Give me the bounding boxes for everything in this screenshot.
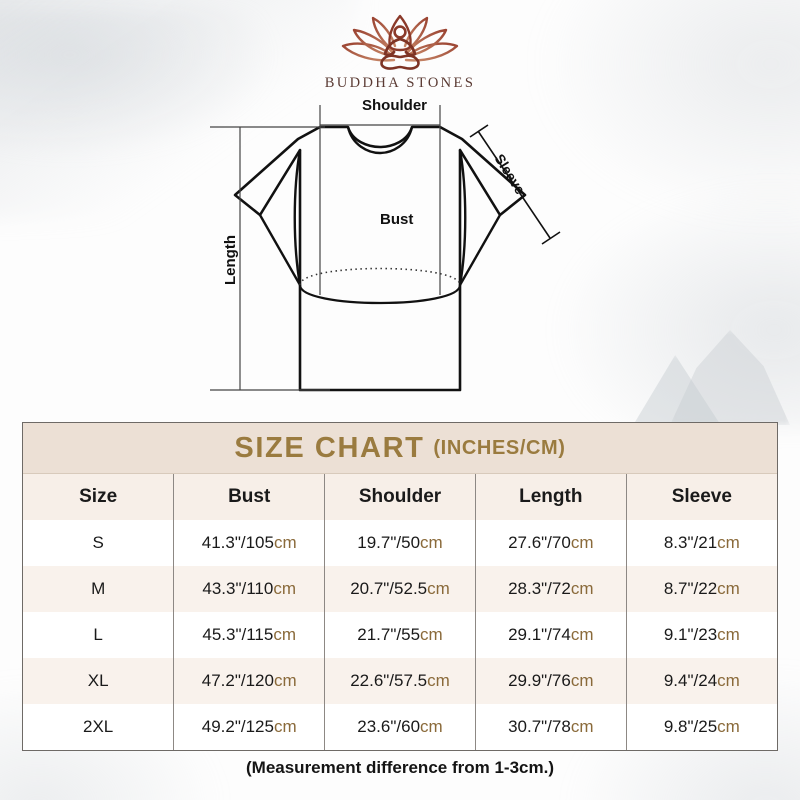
cell-sleeve: 8.7"/22cm bbox=[626, 566, 777, 612]
lotus-meditation-icon bbox=[341, 14, 459, 70]
cell-sleeve: 9.4"/24cm bbox=[626, 658, 777, 704]
tshirt-diagram: Shoulder Bust Sleeve Length bbox=[200, 95, 600, 415]
tshirt-diagram-svg bbox=[210, 105, 561, 392]
cell-length: 30.7"/78cm bbox=[475, 704, 627, 750]
table-row: L 45.3"/115cm 21.7"/55cm 29.1"/74cm 9.1"… bbox=[23, 612, 777, 658]
length-dimension-label: Length bbox=[222, 235, 239, 285]
cell-size: L bbox=[23, 612, 175, 658]
size-chart-table: Size Bust Shoulder Length Sleeve S 41.3"… bbox=[23, 474, 777, 750]
cell-shoulder: 19.7"/50cm bbox=[324, 520, 476, 566]
table-body: S 41.3"/105cm 19.7"/50cm 27.6"/70cm 8.3"… bbox=[23, 520, 777, 750]
cell-size: M bbox=[23, 566, 175, 612]
column-header-shoulder: Shoulder bbox=[324, 474, 476, 520]
cell-bust: 47.2"/120cm bbox=[173, 658, 326, 704]
cell-size: 2XL bbox=[23, 704, 175, 750]
cell-shoulder: 20.7"/52.5cm bbox=[324, 566, 476, 612]
cell-shoulder: 21.7"/55cm bbox=[324, 612, 476, 658]
cell-sleeve: 9.8"/25cm bbox=[626, 704, 777, 750]
shoulder-dimension-label: Shoulder bbox=[362, 97, 428, 114]
column-header-sleeve: Sleeve bbox=[626, 474, 777, 520]
cell-shoulder: 23.6"/60cm bbox=[324, 704, 476, 750]
cell-bust: 41.3"/105cm bbox=[173, 520, 326, 566]
cell-bust: 45.3"/115cm bbox=[173, 612, 326, 658]
brand-header: BUDDHA STONES bbox=[0, 10, 800, 92]
cell-size: XL bbox=[23, 658, 175, 704]
size-chart-table-container: SIZE CHART (INCHES/CM) Size Bust Shoulde… bbox=[22, 422, 778, 751]
cell-length: 29.9"/76cm bbox=[475, 658, 627, 704]
cell-bust: 43.3"/110cm bbox=[173, 566, 326, 612]
table-row: S 41.3"/105cm 19.7"/50cm 27.6"/70cm 8.3"… bbox=[23, 520, 777, 566]
bust-dimension-label: Bust bbox=[380, 211, 414, 228]
column-header-length: Length bbox=[475, 474, 627, 520]
table-header-row: Size Bust Shoulder Length Sleeve bbox=[23, 474, 777, 520]
size-chart-units: (INCHES/CM) bbox=[433, 436, 566, 459]
size-chart-title: SIZE CHART bbox=[234, 431, 425, 464]
mountain-peak-right-a bbox=[670, 330, 790, 425]
cell-bust: 49.2"/125cm bbox=[173, 704, 326, 750]
size-chart-title-bar: SIZE CHART (INCHES/CM) bbox=[23, 423, 777, 474]
cell-sleeve: 8.3"/21cm bbox=[626, 520, 777, 566]
column-header-size: Size bbox=[23, 474, 175, 520]
cell-sleeve: 9.1"/23cm bbox=[626, 612, 777, 658]
table-row: M 43.3"/110cm 20.7"/52.5cm 28.3"/72cm 8.… bbox=[23, 566, 777, 612]
mountain-peak-right-b bbox=[632, 355, 722, 427]
cell-length: 28.3"/72cm bbox=[475, 566, 627, 612]
measurement-note: (Measurement difference from 1-3cm.) bbox=[246, 758, 554, 777]
table-row: XL 47.2"/120cm 22.6"/57.5cm 29.9"/76cm 9… bbox=[23, 658, 777, 704]
cell-length: 27.6"/70cm bbox=[475, 520, 627, 566]
cell-length: 29.1"/74cm bbox=[475, 612, 627, 658]
cell-shoulder: 22.6"/57.5cm bbox=[324, 658, 476, 704]
table-row: 2XL 49.2"/125cm 23.6"/60cm 30.7"/78cm 9.… bbox=[23, 704, 777, 750]
table-header: Size Bust Shoulder Length Sleeve bbox=[23, 474, 777, 520]
brand-name: BUDDHA STONES bbox=[324, 75, 476, 91]
column-header-bust: Bust bbox=[173, 474, 326, 520]
cell-size: S bbox=[23, 520, 175, 566]
